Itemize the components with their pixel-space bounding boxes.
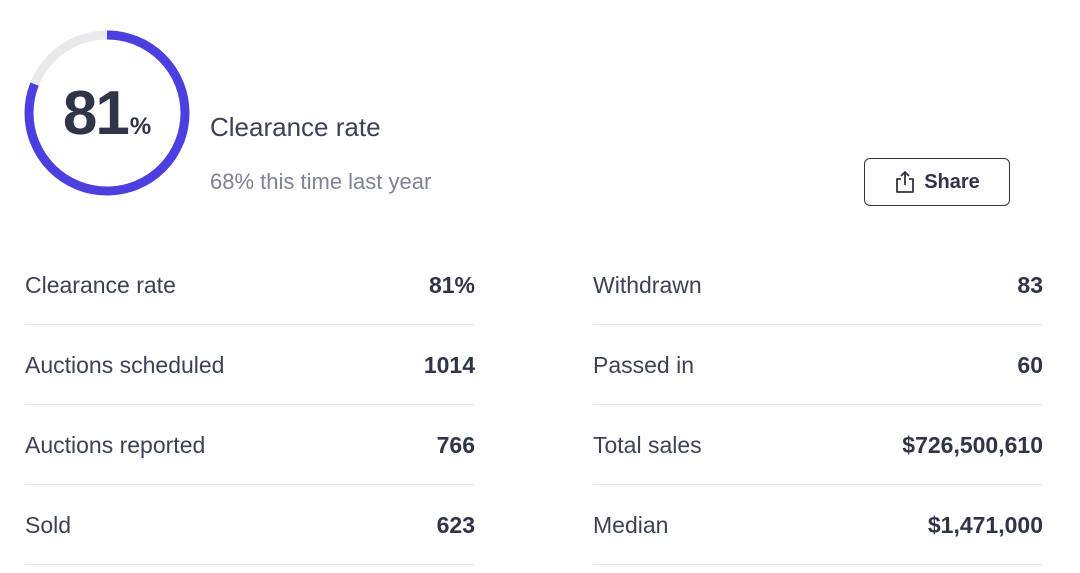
gauge-arc — [24, 30, 190, 196]
stat-value: 1014 — [423, 351, 475, 378]
stat-label: Total sales — [593, 431, 702, 458]
stat-row: Total sales $726,500,610 — [593, 406, 1043, 485]
share-icon — [896, 171, 915, 193]
stat-row: Withdrawn 83 — [593, 246, 1043, 325]
subtitle: 68% this time last year — [210, 169, 432, 194]
stat-label: Auctions scheduled — [25, 351, 225, 378]
stat-value: 81% — [428, 271, 475, 298]
stat-label: Withdrawn — [593, 271, 702, 298]
stat-row: Clearance rate 81% — [25, 246, 475, 325]
gauge-unit: % — [129, 113, 152, 140]
stats-left: Clearance rate 81% Auctions scheduled 1014 A… — [25, 246, 475, 566]
share-button[interactable]: Share — [864, 158, 1010, 206]
stat-row: Sold 623 — [25, 486, 475, 565]
stat-row: Auctions reported 766 — [25, 406, 475, 485]
stat-row: Median $1,471,000 — [593, 486, 1043, 565]
share-label: Share — [924, 170, 980, 193]
stat-value: 623 — [436, 511, 475, 538]
stat-value: 60 — [1017, 351, 1043, 378]
stat-label: Auctions reported — [25, 431, 206, 458]
stat-label: Passed in — [593, 351, 695, 378]
gauge — [24, 30, 190, 196]
gauge-value: 81 — [62, 79, 130, 148]
stat-row: Auctions scheduled 1014 — [25, 326, 475, 405]
stat-label: Clearance rate — [25, 271, 176, 298]
stat-label: Median — [593, 511, 669, 538]
stat-value: $1,471,000 — [927, 511, 1043, 538]
stat-label: Sold — [25, 511, 72, 538]
stat-value: $726,500,610 — [902, 431, 1043, 458]
title: Clearance rate — [210, 112, 381, 142]
stat-row: Passed in 60 — [593, 326, 1043, 405]
stat-value: 766 — [436, 431, 475, 458]
gauge-label: 81% — [22, 78, 192, 149]
stat-value: 83 — [1017, 271, 1043, 298]
stats-right: Withdrawn 83 Passed in 60 Total sales $726,50… — [593, 246, 1043, 566]
